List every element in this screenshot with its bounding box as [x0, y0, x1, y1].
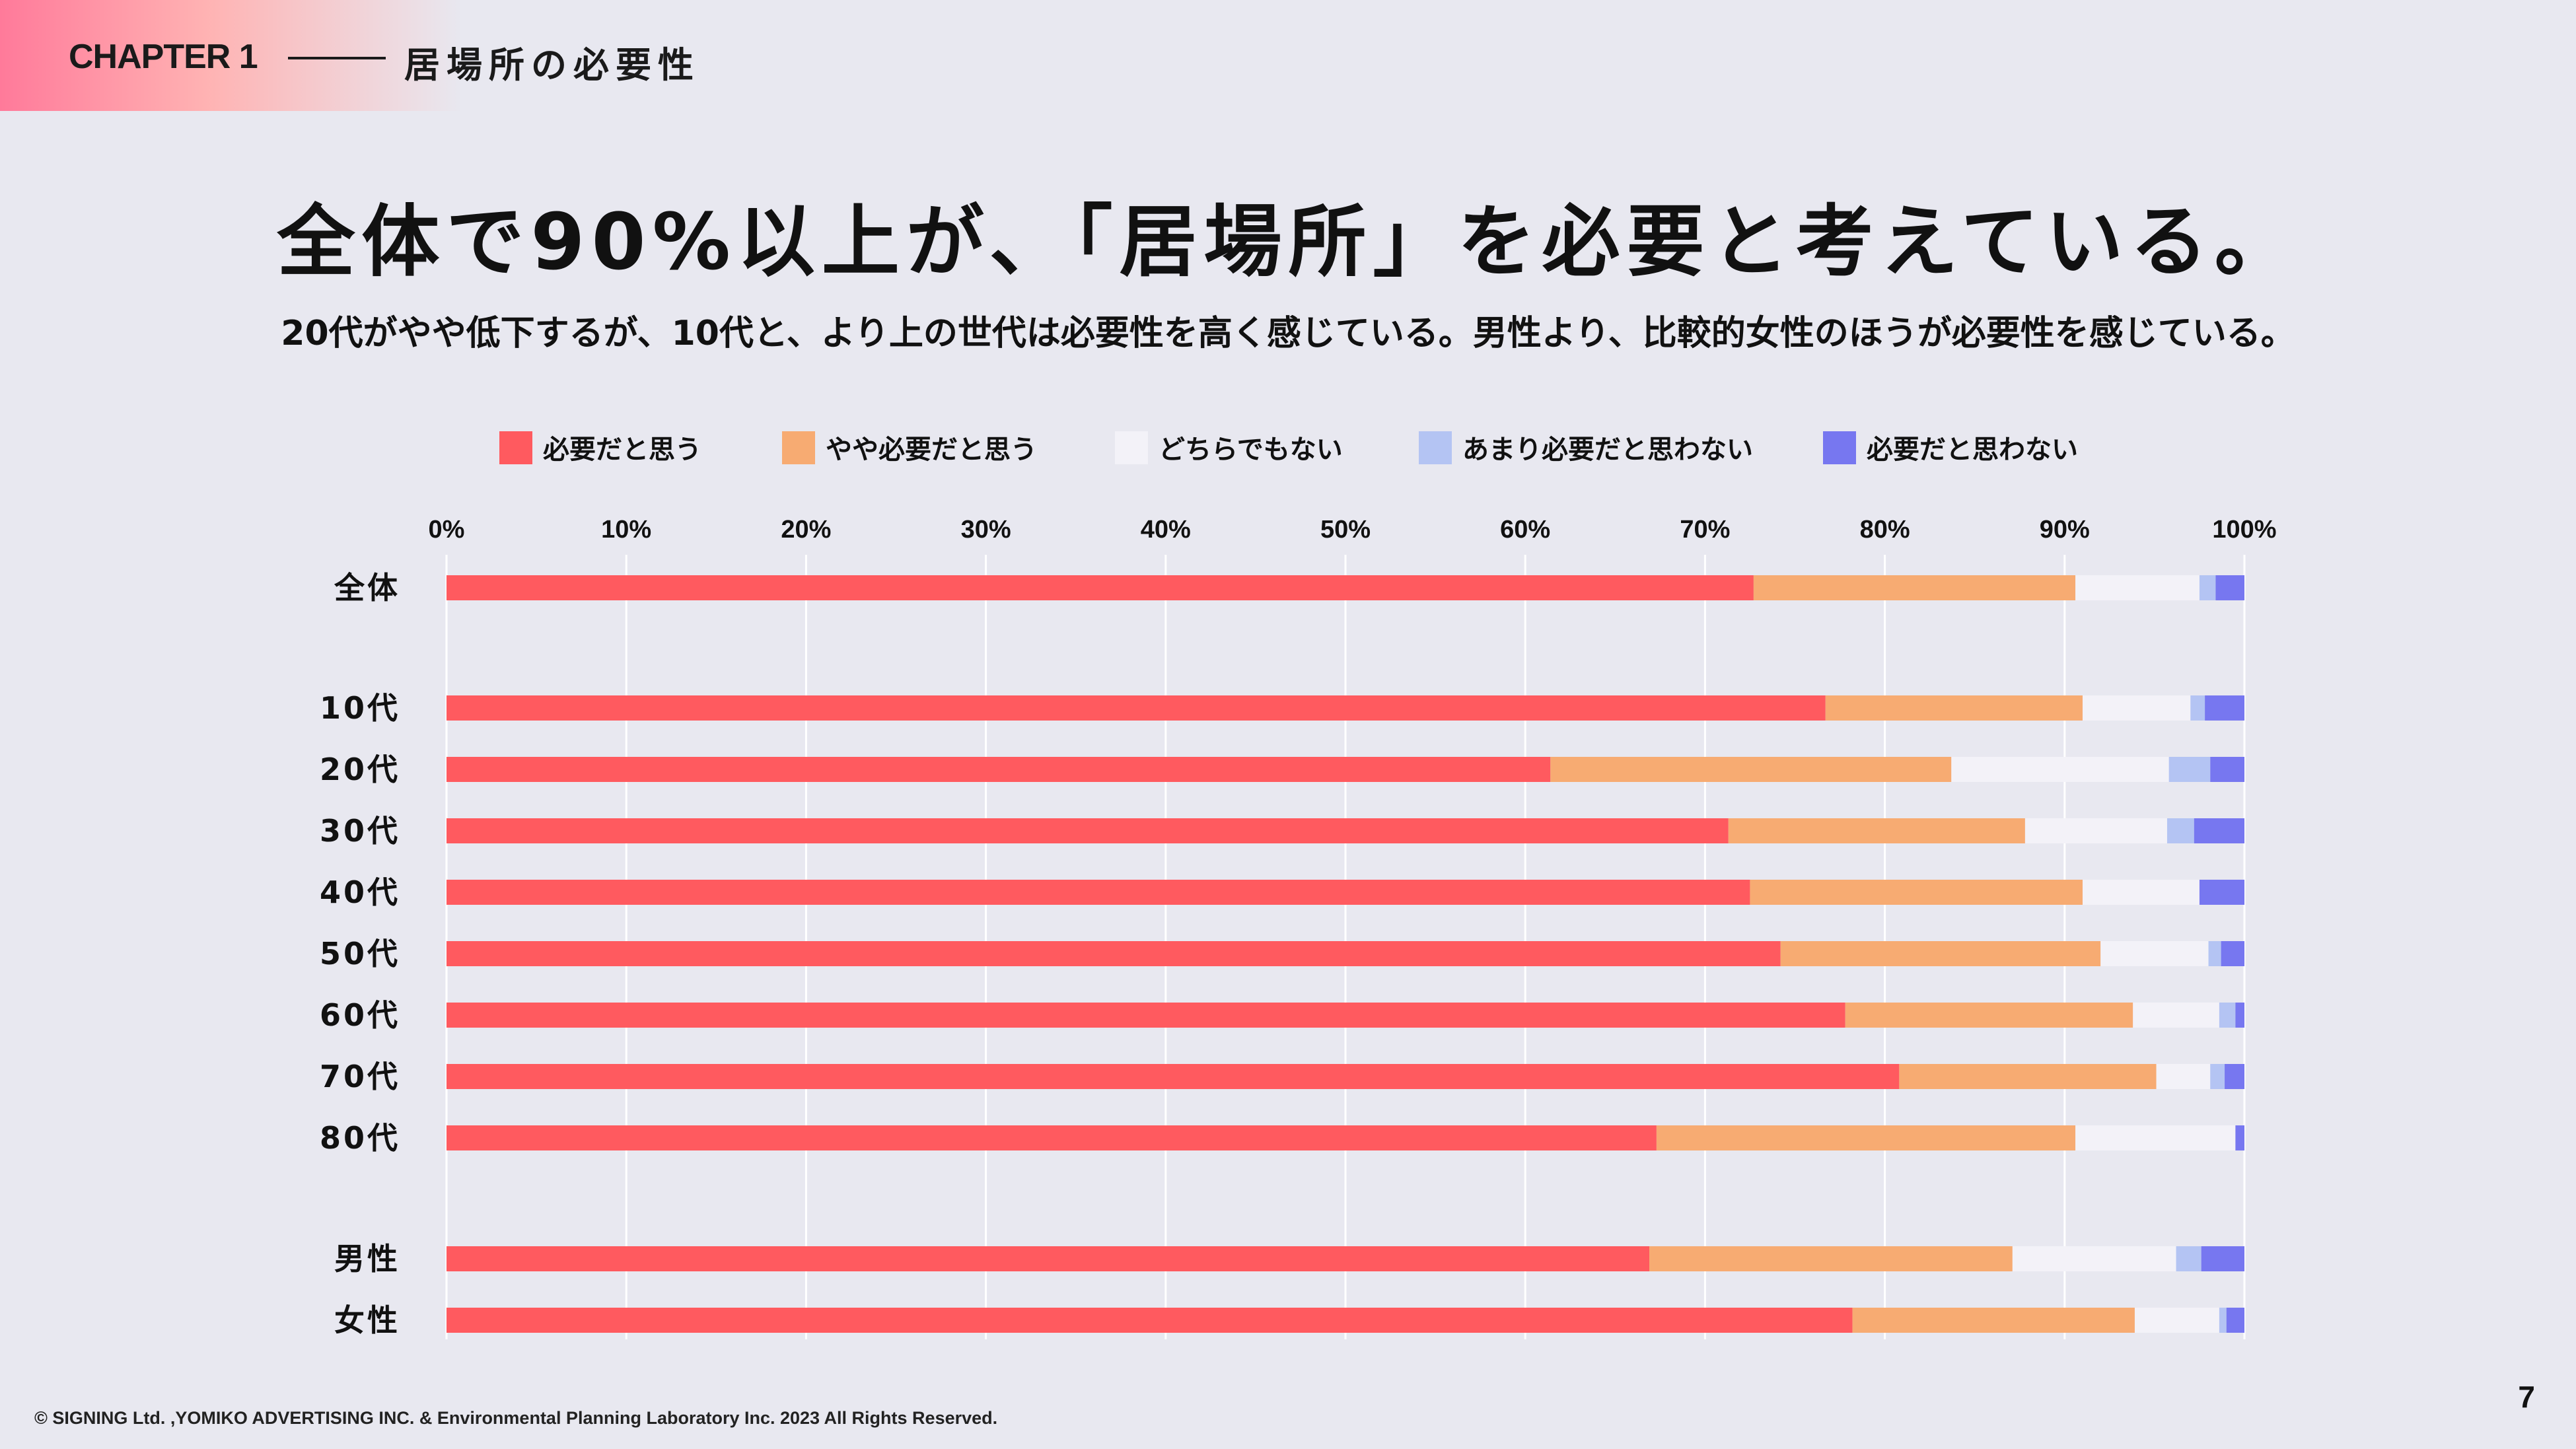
- x-tick-label: 30%: [961, 516, 1011, 544]
- bar-segment: [447, 757, 1551, 782]
- bar-segment: [2190, 695, 2205, 721]
- bar-segment: [2205, 695, 2244, 721]
- category-label: 60代: [320, 997, 400, 1033]
- x-tick-label: 10%: [601, 516, 651, 544]
- bar-segment: [2199, 575, 2216, 600]
- bar-segment: [2235, 1003, 2244, 1028]
- bar-segment: [1550, 757, 1952, 782]
- chapter-divider: [288, 57, 386, 59]
- bar-segment: [2166, 818, 2194, 843]
- legend-swatch: [1115, 431, 1148, 464]
- legend-label: やや必要だと思う: [826, 435, 1037, 465]
- bar-segment: [447, 818, 1729, 843]
- bar-segment: [2075, 1125, 2236, 1150]
- bar-segment: [447, 695, 1826, 721]
- bar-segment: [447, 1246, 1650, 1271]
- bar-segment: [2225, 1064, 2244, 1089]
- category-label: 40代: [320, 874, 400, 910]
- legend-swatch: [1419, 431, 1452, 464]
- bar-segment: [2134, 1308, 2219, 1333]
- bar-segment: [1899, 1064, 2157, 1089]
- bar-segment: [2208, 941, 2221, 966]
- bar-segment: [1750, 880, 2083, 905]
- x-tick-label: 70%: [1680, 516, 1730, 544]
- page-subtitle: 20代がやや低下するが、10代と、より上の世代は必要性を高く感じている。男性より…: [281, 314, 2295, 353]
- x-tick-label: 60%: [1500, 516, 1550, 544]
- bar-segment: [2221, 941, 2244, 966]
- bar-segment: [1845, 1003, 2133, 1028]
- bar-segment: [2210, 1064, 2225, 1089]
- bar-segment: [2083, 695, 2191, 721]
- bar-segment: [1753, 575, 2076, 600]
- legend-label: どちらでもない: [1159, 435, 1343, 465]
- chart-legend: 必要だと思う やや必要だと思う どちらでもない あまり必要だと思わない 必要だと…: [0, 427, 2576, 466]
- bar-segment: [2219, 1308, 2227, 1333]
- page-number: 7: [2518, 1380, 2535, 1414]
- bar-segment: [1649, 1246, 2013, 1271]
- x-tick-label: 0%: [429, 516, 465, 544]
- chapter-label: CHAPTER 1: [69, 38, 258, 76]
- bar-segment: [1852, 1308, 2135, 1333]
- chapter-band: [0, 0, 462, 111]
- category-label: 30代: [320, 813, 400, 849]
- category-label: 女性: [334, 1302, 400, 1338]
- bar-segment: [2201, 1246, 2244, 1271]
- bar-segment: [2075, 575, 2200, 600]
- bar-segment: [2012, 1246, 2176, 1271]
- bar-segment: [2235, 1125, 2244, 1150]
- bar-segment: [2024, 818, 2167, 843]
- x-tick-label: 20%: [781, 516, 831, 544]
- legend-label: 必要だと思う: [543, 435, 701, 465]
- bar-segment: [2133, 1003, 2219, 1028]
- bar-segment: [2219, 1003, 2236, 1028]
- bar-segment: [2210, 757, 2244, 782]
- bar-segment: [1728, 818, 2025, 843]
- category-label: 男性: [334, 1241, 400, 1277]
- x-tick-label: 100%: [2212, 516, 2276, 544]
- bar-segment: [447, 941, 1781, 966]
- x-tick-label: 50%: [1320, 516, 1371, 544]
- x-tick-label: 40%: [1141, 516, 1191, 544]
- bar-segment: [2215, 575, 2244, 600]
- bar-segment: [2156, 1064, 2211, 1089]
- bar-segment: [447, 1125, 1657, 1150]
- x-tick-label: 90%: [2040, 516, 2090, 544]
- page-title: 全体で90%以上が、「居場所」を必要と考えている。: [277, 196, 2299, 287]
- bar-segment: [1951, 757, 2169, 782]
- category-label: 20代: [320, 752, 400, 787]
- bar-segment: [2176, 1246, 2201, 1271]
- bar-segment: [1780, 941, 2101, 966]
- x-tick-label: 80%: [1860, 516, 1910, 544]
- legend-label: 必要だと思わない: [1867, 435, 2078, 465]
- legend-swatch: [1823, 431, 1856, 464]
- bar-segment: [447, 1308, 1853, 1333]
- category-label: 全体: [334, 570, 400, 606]
- legend-swatch: [499, 431, 532, 464]
- bar-segment: [2194, 818, 2244, 843]
- bar-segment: [2083, 880, 2200, 905]
- category-label: 80代: [320, 1120, 400, 1156]
- category-label: 50代: [320, 936, 400, 972]
- bar-segment: [2168, 757, 2211, 782]
- bar-segment: [1825, 695, 2083, 721]
- bar-segment: [2100, 941, 2209, 966]
- bar-segment: [1656, 1125, 2076, 1150]
- legend-label: あまり必要だと思わない: [1462, 435, 1753, 465]
- category-label: 10代: [320, 690, 400, 726]
- bar-segment: [447, 1003, 1845, 1028]
- chapter-title: 居場所の必要性: [404, 44, 700, 86]
- bar-segment: [447, 880, 1750, 905]
- copyright-footer: © SIGNING Ltd. ,YOMIKO ADVERTISING INC. …: [34, 1408, 998, 1428]
- bar-segment: [447, 575, 1754, 600]
- bar-segment: [2226, 1308, 2244, 1333]
- bar-segment: [447, 1064, 1900, 1089]
- category-label: 70代: [320, 1059, 400, 1094]
- bar-segment: [2199, 880, 2244, 905]
- legend-swatch: [782, 431, 815, 464]
